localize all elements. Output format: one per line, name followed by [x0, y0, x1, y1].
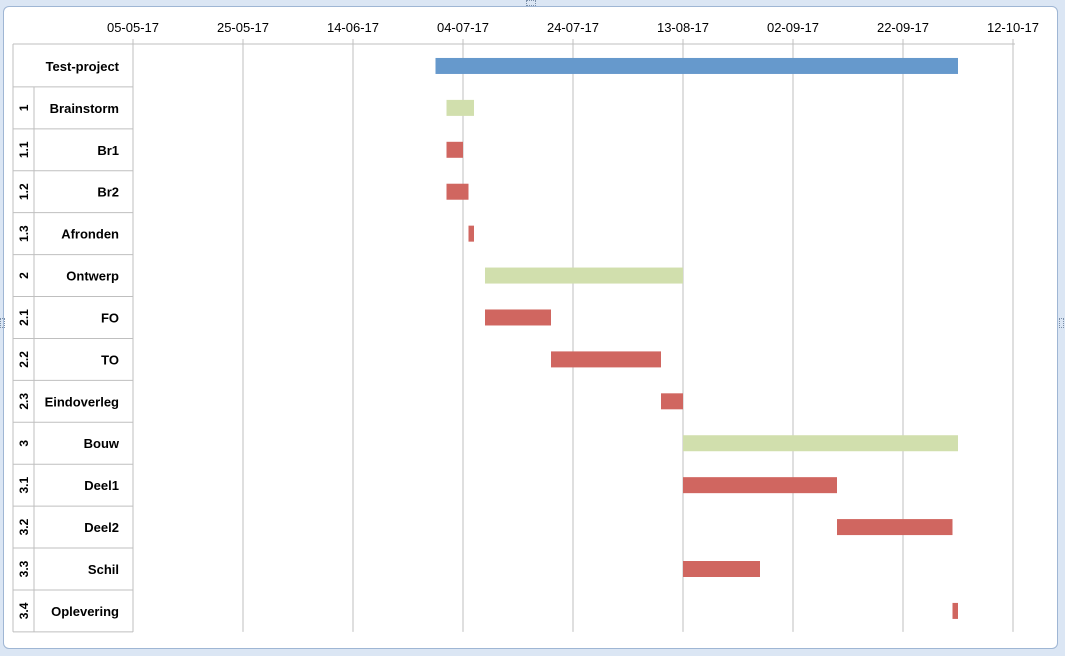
task-name-label: Test-project [46, 59, 120, 74]
resize-handle-left[interactable] [0, 318, 5, 328]
task-id-label: 3.4 [17, 602, 31, 619]
x-tick-label: 12-10-17 [987, 20, 1039, 35]
task-id-label: 1.2 [17, 183, 31, 200]
gantt-bar-task [837, 519, 953, 536]
x-tick-label: 02-09-17 [767, 20, 819, 35]
gantt-bar-task [468, 225, 474, 242]
gantt-bar-task [683, 477, 837, 494]
task-name-label: TO [101, 352, 119, 367]
task-id-label: 2.2 [17, 351, 31, 368]
task-name-label: Afronden [61, 227, 119, 242]
task-id-label: 1.3 [17, 225, 31, 242]
x-tick-label: 05-05-17 [107, 20, 159, 35]
task-name-label: Ontwerp [66, 269, 119, 284]
gantt-bar-task [551, 351, 661, 368]
task-name-label: FO [101, 310, 119, 325]
task-id-label: 1 [17, 104, 31, 111]
task-id-label: 2.3 [17, 393, 31, 410]
gantt-bar-phase [446, 99, 474, 116]
x-tick-label: 13-08-17 [657, 20, 709, 35]
gantt-bar-task [446, 183, 469, 200]
task-name-label: Deel1 [84, 478, 119, 493]
gantt-bar-task [485, 309, 551, 326]
x-tick-label: 24-07-17 [547, 20, 599, 35]
task-name-label: Eindoverleg [45, 394, 119, 409]
task-name-label: Oplevering [51, 604, 119, 619]
x-tick-label: 25-05-17 [217, 20, 269, 35]
x-tick-label: 14-06-17 [327, 20, 379, 35]
task-id-label: 3.1 [17, 476, 31, 493]
task-id-label: 3.2 [17, 518, 31, 535]
resize-handle-right[interactable] [1059, 318, 1064, 328]
gantt-bar-task [683, 561, 760, 577]
x-tick-label: 04-07-17 [437, 20, 489, 35]
task-name-label: Brainstorm [50, 101, 119, 116]
task-id-label: 2 [17, 272, 31, 279]
x-tick-label: 22-09-17 [877, 20, 929, 35]
resize-handle-top[interactable] [526, 0, 536, 6]
task-id-label: 3.3 [17, 560, 31, 577]
task-name-label: Br1 [97, 143, 119, 158]
gantt-bar-task [446, 141, 463, 158]
task-name-label: Br2 [97, 185, 119, 200]
chart-frame: 05-05-17 25-05-17 14-06-17 04-07-17 24-07-17… [3, 6, 1058, 649]
task-id-label: 2.1 [17, 309, 31, 326]
gantt-bar-phase [485, 267, 683, 284]
gantt-bar-project [435, 57, 958, 74]
task-id-label: 3 [17, 440, 31, 447]
task-name-label: Schil [88, 562, 119, 577]
gantt-chart: 05-05-17 25-05-17 14-06-17 04-07-17 24-07-17… [12, 20, 1039, 633]
task-name-label: Deel2 [84, 520, 119, 535]
gantt-bar-task [661, 393, 683, 410]
gantt-bar-phase [683, 435, 958, 452]
gantt-bar-task [952, 602, 958, 619]
task-id-label: 1.1 [17, 141, 31, 158]
task-name-label: Bouw [84, 436, 120, 451]
